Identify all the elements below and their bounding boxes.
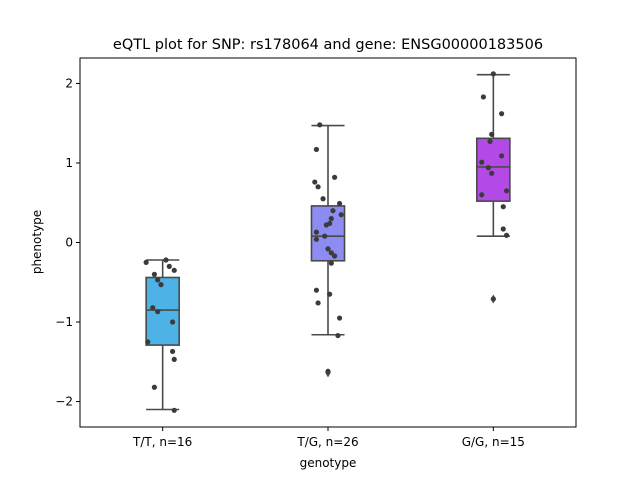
y-tick-label: 0 (65, 236, 73, 250)
data-point (315, 184, 321, 190)
data-point (171, 407, 177, 413)
data-point (327, 291, 333, 297)
data-point (323, 222, 329, 228)
x-axis-label: genotype (300, 456, 357, 470)
data-point (313, 287, 320, 293)
data-point (312, 179, 318, 185)
data-point (166, 263, 172, 269)
data-point (332, 253, 338, 259)
data-point (158, 282, 164, 288)
data-point (338, 212, 344, 218)
data-point (313, 236, 320, 242)
data-point (490, 296, 496, 302)
data-point (143, 259, 149, 265)
data-point (328, 260, 334, 266)
data-point (325, 368, 331, 374)
x-tick-label: T/G, n=26 (296, 435, 358, 449)
box-group-2 (310, 124, 346, 378)
strip-points-2 (312, 122, 344, 374)
data-point (479, 192, 485, 198)
data-point (151, 271, 157, 277)
chart-title: eQTL plot for SNP: rs178064 and gene: EN… (113, 37, 543, 53)
data-point (150, 305, 156, 311)
data-point (330, 208, 336, 214)
plot-area (143, 71, 511, 413)
box-iqr (145, 276, 180, 346)
x-axis: T/T, n=16 T/G, n=26 G/G, n=15 (132, 427, 525, 449)
data-point (315, 300, 321, 306)
y-axis-label: phenotype (30, 210, 44, 274)
data-point (169, 348, 176, 355)
data-point (499, 111, 505, 117)
data-point (332, 174, 338, 180)
strip-points-1 (143, 257, 177, 413)
data-point (155, 309, 161, 315)
data-point (489, 170, 495, 176)
data-point (499, 153, 505, 159)
y-tick-label: −2 (55, 395, 73, 409)
x-tick-label: T/T, n=16 (132, 435, 192, 449)
data-point (335, 332, 341, 339)
x-tick-label: G/G, n=15 (462, 435, 525, 449)
data-point (155, 277, 161, 283)
data-point (171, 356, 177, 363)
data-point (328, 216, 334, 222)
data-point (336, 200, 343, 207)
data-point (479, 159, 485, 165)
data-point (490, 71, 496, 77)
data-point (485, 165, 491, 171)
data-point (151, 384, 157, 390)
y-tick-label: 2 (65, 76, 73, 90)
y-tick-label: −1 (55, 315, 73, 329)
data-point (328, 250, 334, 256)
data-point (320, 196, 326, 202)
data-point (145, 339, 151, 345)
data-point (171, 267, 177, 273)
data-point (503, 232, 510, 238)
data-point (489, 131, 495, 137)
y-tick-label: 1 (65, 156, 73, 170)
data-point (322, 233, 328, 239)
strip-points-3 (479, 71, 510, 302)
data-point (487, 138, 493, 145)
y-axis: −2 −1 0 1 2 (55, 76, 80, 409)
data-point (169, 319, 176, 325)
data-point (163, 257, 169, 263)
data-point (503, 188, 510, 194)
data-point (313, 146, 320, 153)
data-point (317, 122, 323, 128)
data-point (500, 204, 506, 210)
data-point (480, 94, 487, 100)
box-group-1 (145, 259, 180, 411)
data-point (336, 315, 343, 321)
data-point (500, 226, 506, 232)
data-point (325, 246, 331, 252)
data-point (313, 229, 320, 235)
